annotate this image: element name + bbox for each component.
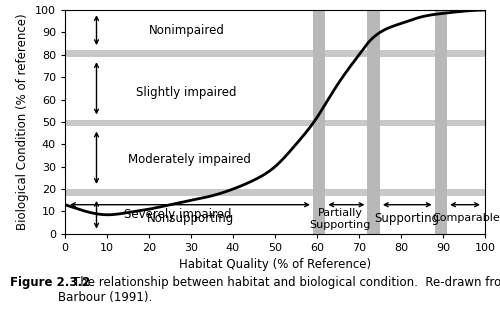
Bar [368, 10, 380, 234]
Text: Slightly impaired: Slightly impaired [136, 86, 237, 99]
X-axis label: Habitat Quality (% of Reference): Habitat Quality (% of Reference) [179, 259, 371, 272]
Text: Nonsupporting: Nonsupporting [148, 212, 234, 225]
Bar [434, 10, 447, 234]
Bar [65, 120, 485, 126]
Text: Supporting: Supporting [374, 212, 440, 225]
Text: Severely impaired: Severely impaired [124, 208, 232, 221]
Text: Comparable: Comparable [432, 213, 500, 223]
Text: Partially
Supporting: Partially Supporting [310, 208, 371, 230]
Bar [65, 50, 485, 57]
Text: Figure 2.3.2: Figure 2.3.2 [10, 276, 90, 289]
Y-axis label: Biological Condition (% of reference): Biological Condition (% of reference) [16, 14, 30, 230]
Text: The relationship between habitat and biological condition.  Re-drawn from
Barbou: The relationship between habitat and bio… [58, 276, 500, 304]
Text: Nonimpaired: Nonimpaired [149, 24, 225, 37]
Text: Moderately impaired: Moderately impaired [128, 153, 251, 166]
Bar [313, 10, 326, 234]
Bar [65, 189, 485, 196]
